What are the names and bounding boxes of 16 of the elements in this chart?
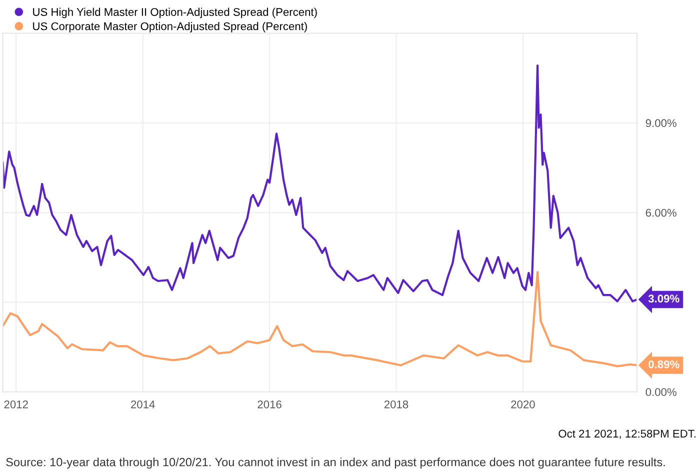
x-tick-label: 2016	[258, 400, 282, 408]
y-tick-label: 0.00%	[646, 388, 676, 396]
data-label: 3.09%	[648, 294, 680, 303]
text: Oct 21 2021, 12:58PM EDT.	[558, 430, 696, 439]
legend-label: US Corporate Master Option-Adjusted Spread (Percent)	[33, 22, 307, 32]
y-tick-label: 6.00%	[646, 208, 676, 217]
source-note: Source: 10-year data through 10/20/21. You cannot invest in an index and past performance does not guarantee future results.	[6, 458, 665, 469]
legend-label: US High Yield Master II Option-Adjusted Spread (Percent)	[33, 8, 317, 18]
line-series	[2, 270, 637, 368]
y-tick-label: 9.00%	[646, 119, 676, 128]
x-tick-label: 2020	[511, 400, 535, 408]
x-tick-label: 2018	[384, 400, 408, 408]
line-series	[2, 64, 637, 302]
data-label: 0.89%	[648, 360, 680, 368]
x-tick-label: 2012	[4, 400, 28, 408]
x-tick-label: 2014	[131, 400, 155, 408]
